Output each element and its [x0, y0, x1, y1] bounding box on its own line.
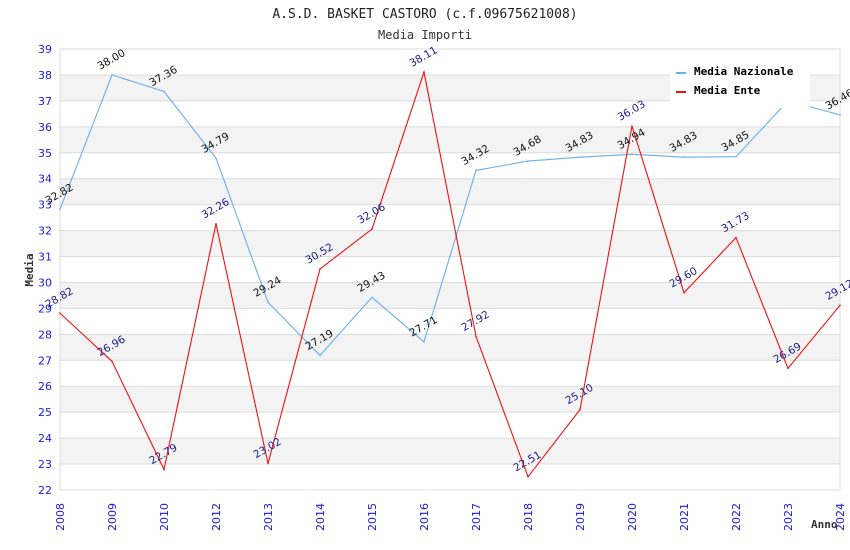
y-tick-label: 39: [38, 43, 52, 56]
data-point: [527, 160, 529, 162]
data-point: [579, 408, 581, 411]
series-line-ente: [59, 69, 841, 478]
series-line-nazionale: [59, 74, 841, 357]
y-tick-label: 23: [38, 458, 52, 471]
x-axis-ticks: 2008 2009 2010 2012 2013 2014 2015 2016 2017 2018…: [54, 503, 847, 531]
x-tick-label: 2010: [158, 503, 171, 531]
x-tick-label: 2009: [106, 503, 119, 531]
data-point: [163, 90, 165, 93]
data-point: [59, 208, 61, 211]
grid-bands: [60, 74, 840, 465]
x-tick-label: 2012: [210, 503, 223, 531]
y-tick-label: 35: [38, 147, 52, 160]
data-point: [839, 304, 841, 307]
grid-band: [60, 282, 840, 309]
x-tick-label: 2008: [54, 503, 67, 531]
y-axis-label: Media: [23, 253, 36, 286]
data-point: [371, 296, 373, 299]
y-tick-label: 29: [38, 302, 52, 315]
data-point: [735, 155, 737, 158]
legend-box: [670, 62, 810, 108]
data-point: [267, 462, 269, 465]
data-point: [527, 475, 529, 478]
y-tick-label: 26: [38, 380, 52, 393]
x-tick-label: 2014: [314, 503, 327, 531]
y-axis-ticks: 22 23 24 25 26 27 28 29 30 31 32 33 34 35 36 37 38 39: [38, 43, 52, 497]
x-tick-label: 2018: [522, 503, 535, 531]
y-tick-label: 31: [38, 251, 52, 264]
data-point: [319, 268, 321, 270]
x-tick-label: 2023: [782, 503, 795, 531]
legend-label-nazionale: Media Nazionale: [694, 65, 794, 78]
x-tick-label: 2019: [574, 503, 587, 531]
y-tick-label: 22: [38, 484, 52, 497]
y-tick-label: 37: [38, 95, 52, 108]
y-tick-label: 32: [38, 225, 52, 238]
data-point: [111, 74, 113, 76]
y-tick-label: 27: [38, 354, 52, 367]
x-tick-label: 2021: [678, 503, 691, 531]
y-tick-label: 33: [38, 199, 52, 212]
y-tick-label: 28: [38, 328, 52, 341]
x-axis-label: Anno: [811, 518, 838, 531]
data-point: [839, 114, 841, 116]
x-tick-label: 2017: [470, 503, 483, 531]
y-tick-label: 24: [38, 432, 52, 445]
grid-band: [60, 230, 840, 257]
data-point: [423, 71, 425, 73]
x-tick-label: 2016: [418, 503, 431, 531]
data-point: [215, 157, 217, 160]
data-point: [111, 360, 113, 363]
data-point: [631, 125, 633, 127]
x-tick-label: 2015: [366, 503, 379, 531]
data-label: 38.00: [96, 47, 128, 72]
data-label: 38.11: [408, 44, 440, 69]
data-point: [59, 312, 61, 314]
chart-title: A.S.D. BASKET CASTORO (c.f.09675621008): [272, 7, 577, 22]
data-point: [579, 156, 581, 158]
y-tick-label: 25: [38, 406, 52, 419]
data-label: 36.03: [616, 98, 648, 123]
legend: Media Nazionale Media Ente: [670, 62, 810, 108]
grid-band: [60, 178, 840, 205]
y-tick-label: 34: [38, 173, 52, 186]
grid-lines: [59, 48, 841, 491]
grid-band: [60, 386, 840, 413]
data-point: [215, 223, 217, 225]
legend-label-ente: Media Ente: [694, 84, 761, 97]
x-tick-label: 2020: [626, 503, 639, 531]
data-point: [475, 169, 477, 172]
x-tick-label: 2024: [834, 503, 847, 531]
y-tick-label: 30: [38, 276, 52, 289]
data-point: [319, 354, 321, 357]
data-point: [371, 228, 373, 230]
grid-band: [60, 334, 840, 361]
data-point: [423, 341, 425, 343]
chart-subtitle: Media Importi: [378, 28, 472, 42]
x-tick-label: 2013: [262, 503, 275, 531]
data-point: [267, 301, 269, 303]
data-point: [683, 292, 685, 294]
data-label: 27.92: [460, 309, 492, 334]
y-tick-label: 38: [38, 69, 52, 82]
x-tick-label: 2022: [730, 503, 743, 531]
y-tick-label: 36: [38, 121, 52, 134]
data-point: [475, 335, 477, 338]
grid-band: [60, 126, 840, 153]
data-point: [735, 236, 737, 239]
grid-band: [60, 438, 840, 465]
data-point: [631, 153, 633, 156]
data-point: [163, 468, 165, 471]
data-point: [683, 156, 685, 158]
data-point: [787, 367, 789, 370]
